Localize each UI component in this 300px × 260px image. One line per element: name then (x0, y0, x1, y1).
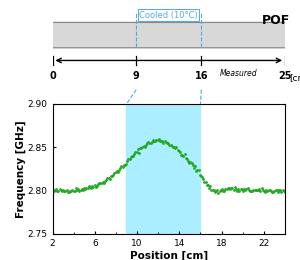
FancyBboxPatch shape (51, 22, 286, 48)
Text: Measured: Measured (220, 69, 257, 78)
X-axis label: Position [cm]: Position [cm] (130, 251, 208, 260)
Y-axis label: Frequency [GHz]: Frequency [GHz] (16, 120, 26, 218)
Text: [cm]: [cm] (290, 73, 300, 82)
Bar (127, 104, 200, 234)
Text: 25: 25 (278, 71, 292, 81)
Text: 0: 0 (49, 71, 56, 81)
Text: POF: POF (261, 14, 290, 27)
Text: 16: 16 (195, 71, 208, 81)
Text: Cooled (10°C): Cooled (10°C) (140, 11, 198, 20)
Text: 9: 9 (133, 71, 140, 81)
